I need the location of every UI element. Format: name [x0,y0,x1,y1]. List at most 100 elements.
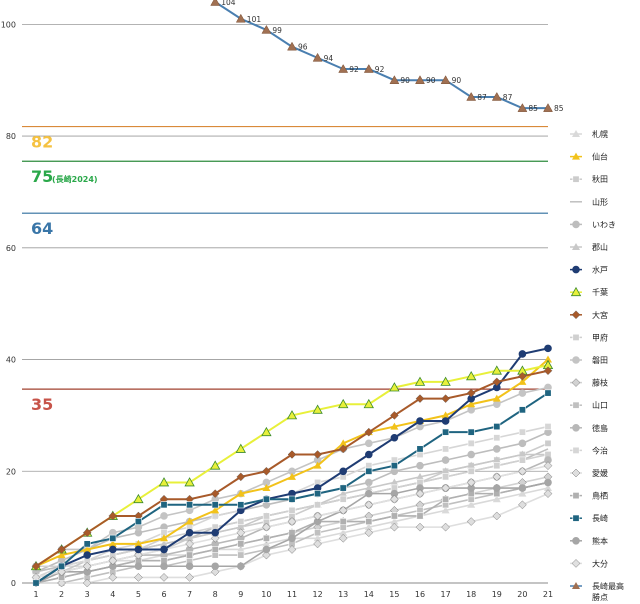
data-point [493,400,501,409]
data-point [288,534,296,543]
legend-marker [572,333,580,341]
data-point [467,450,476,459]
data-point [390,522,399,532]
data-point [365,489,373,498]
series-水戸 [32,344,552,587]
data-point [339,495,347,503]
pace-data-label: 90 [452,76,462,85]
pace-point [261,24,272,34]
data-point [441,417,450,425]
data-point [493,462,501,470]
pace-point [210,0,221,6]
legend-item: 大宮 [570,310,608,320]
data-point [262,512,270,520]
data-point [364,528,374,538]
pace-point [338,64,349,73]
legend-item: 徳島 [570,423,608,433]
data-point [211,545,219,553]
data-point [109,545,117,554]
data-point [442,428,450,436]
data-point [236,472,246,482]
data-point [492,377,502,387]
data-point [492,456,501,464]
data-point [518,456,526,464]
x-tick-label: 9 [238,590,243,599]
data-point [185,562,194,571]
reference-label-82: 82 [31,133,53,152]
data-point [134,539,143,547]
data-point [493,423,501,431]
data-point [390,478,399,486]
x-tick-label: 16 [415,590,425,599]
data-point [364,500,374,510]
data-point [493,445,501,453]
legend-label: 熊本 [592,536,608,546]
legend-label: 長崎 [592,513,608,523]
data-point [544,423,552,431]
data-point [415,394,425,403]
data-point [442,495,450,503]
data-point [160,539,168,547]
data-point [339,467,348,476]
x-tick-label: 21 [543,590,553,599]
data-point [261,426,272,437]
legend-item: 熊本 [570,536,608,546]
data-point [339,484,347,492]
x-tick-label: 6 [161,590,166,599]
legend-item: 藤枝 [570,378,608,388]
data-point [57,578,66,588]
data-point [492,495,501,503]
pace-data-label: 94 [324,54,334,63]
y-tick-label: 80 [6,132,16,141]
data-point [415,489,425,498]
data-point [210,489,220,498]
data-point [416,417,424,425]
data-point [237,540,245,548]
legend-item: 札幌 [570,129,608,139]
pace-data-label: 101 [247,15,262,24]
legend-marker [571,468,581,478]
data-point [32,579,40,587]
data-point [83,551,91,559]
legend-label: 大分 [592,558,608,568]
data-point [416,445,424,453]
data-point [466,388,476,398]
data-point [390,462,398,470]
data-point [109,534,117,542]
x-tick-label: 2 [59,590,64,599]
data-point [518,450,527,458]
legend-label: 今治 [592,445,608,455]
legend-label: 郡山 [592,242,608,252]
data-point [237,562,245,571]
x-tick-label: 18 [466,590,476,599]
data-point [160,534,168,542]
legend-marker [572,424,580,432]
data-point [237,518,245,526]
data-point [211,528,219,537]
x-tick-label: 15 [389,590,399,599]
data-point [544,478,552,487]
data-point [237,501,245,509]
data-point [339,528,348,536]
data-point [108,511,118,521]
reference-label-64: 64 [31,219,53,238]
data-point [108,539,117,547]
legend-marker [572,537,580,545]
data-point [160,545,168,554]
data-point [493,484,501,492]
data-point [440,376,451,386]
data-point [159,573,169,582]
pace-point [543,103,553,112]
data-point [134,518,142,526]
data-point [237,551,245,559]
legend-marker [571,310,581,320]
data-point [390,411,399,420]
data-point [211,506,220,514]
data-point [518,489,527,497]
legend-item: 水戸 [570,265,608,275]
data-point [262,466,271,476]
pace-data-label: 99 [272,26,282,35]
legend-marker [572,265,580,274]
data-point [287,450,297,459]
